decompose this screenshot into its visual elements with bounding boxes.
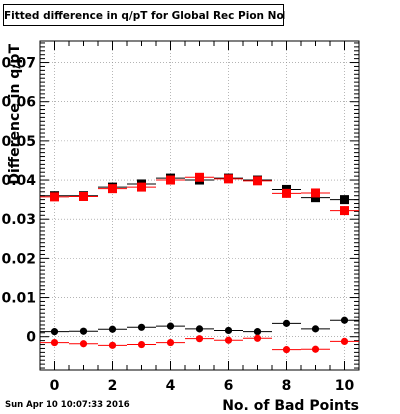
y-tick-label: 0.01	[1, 291, 36, 307]
data-point-square	[311, 193, 320, 203]
data-point-circle	[137, 340, 146, 349]
y-tick-label: 0.07	[1, 56, 36, 72]
data-point-circle	[253, 334, 262, 342]
data-point-circle	[79, 340, 88, 348]
data-layer	[40, 172, 359, 354]
y-tick-label: 0.02	[1, 251, 36, 267]
data-point-circle	[137, 323, 146, 331]
y-tick-label: 0.03	[1, 212, 36, 228]
data-point-circle	[311, 325, 320, 333]
data-point-square	[224, 174, 233, 184]
data-point-square	[311, 188, 320, 198]
data-point-square	[340, 206, 349, 216]
data-point-circle	[340, 316, 349, 324]
chart-title: Fitted difference in q/pT for Global Rec…	[4, 10, 285, 22]
data-point-square	[253, 176, 262, 186]
x-tick-label: 2	[108, 378, 118, 394]
data-point-circle	[195, 335, 204, 343]
data-point-circle	[253, 328, 262, 336]
data-point-circle	[108, 341, 117, 349]
data-point-square	[79, 191, 88, 201]
data-point-circle	[108, 325, 117, 333]
data-point-circle	[282, 319, 291, 327]
data-point-square	[340, 195, 349, 205]
y-tick-label: 0	[26, 330, 36, 346]
data-point-circle	[166, 338, 175, 347]
x-tick-label: 10	[335, 378, 355, 394]
data-point-square	[50, 192, 59, 202]
data-point-circle	[311, 345, 320, 353]
x-tick-label: 0	[50, 378, 60, 394]
data-point-square	[195, 172, 204, 182]
data-point-circle	[224, 326, 233, 335]
x-tick-label: 6	[224, 378, 234, 394]
data-point-square	[282, 188, 291, 198]
axis-labels: No. of Bad Points Difference in q/pT	[7, 44, 359, 414]
footer-timestamp: Sun Apr 10 10:07:33 2016	[5, 400, 130, 410]
data-point-circle	[282, 346, 291, 354]
x-tick-label: 8	[282, 378, 292, 394]
plot-frame	[39, 40, 360, 371]
y-axis-title: Difference in q/pT	[7, 44, 23, 185]
data-point-circle	[224, 336, 233, 344]
data-point-circle	[340, 337, 349, 346]
data-point-square	[137, 182, 146, 192]
series-1	[40, 172, 359, 216]
series-2	[40, 316, 359, 336]
data-point-circle	[50, 338, 59, 347]
data-point-circle	[166, 322, 175, 330]
grid-layer	[40, 41, 359, 370]
title-box: Fitted difference in q/pT for Global Rec…	[3, 4, 285, 26]
series-3	[40, 334, 359, 354]
x-tick-label: 4	[166, 378, 176, 394]
y-tick-label: 0.06	[1, 95, 36, 111]
data-point-circle	[79, 327, 88, 335]
data-point-circle	[50, 328, 59, 336]
y-tick-label: 0.05	[1, 134, 36, 150]
data-point-square	[166, 175, 175, 185]
data-point-square	[108, 184, 117, 194]
plot-border	[39, 40, 360, 371]
x-axis-title: No. of Bad Points	[222, 398, 359, 414]
data-point-circle	[195, 325, 204, 333]
y-tick-label: 0.04	[1, 173, 36, 189]
